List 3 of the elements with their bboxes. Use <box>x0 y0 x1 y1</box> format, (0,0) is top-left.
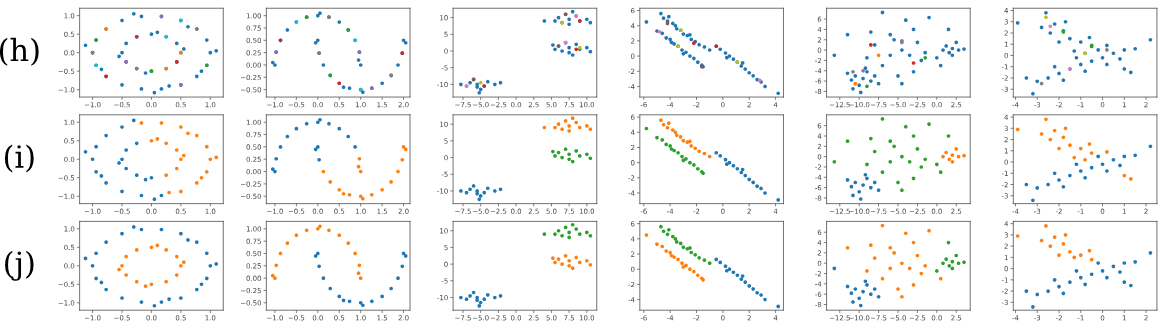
y-axis-title: (j) <box>5 250 34 281</box>
y-axis-title: (i) <box>4 144 34 173</box>
y-axis-title: (h) <box>0 37 39 66</box>
